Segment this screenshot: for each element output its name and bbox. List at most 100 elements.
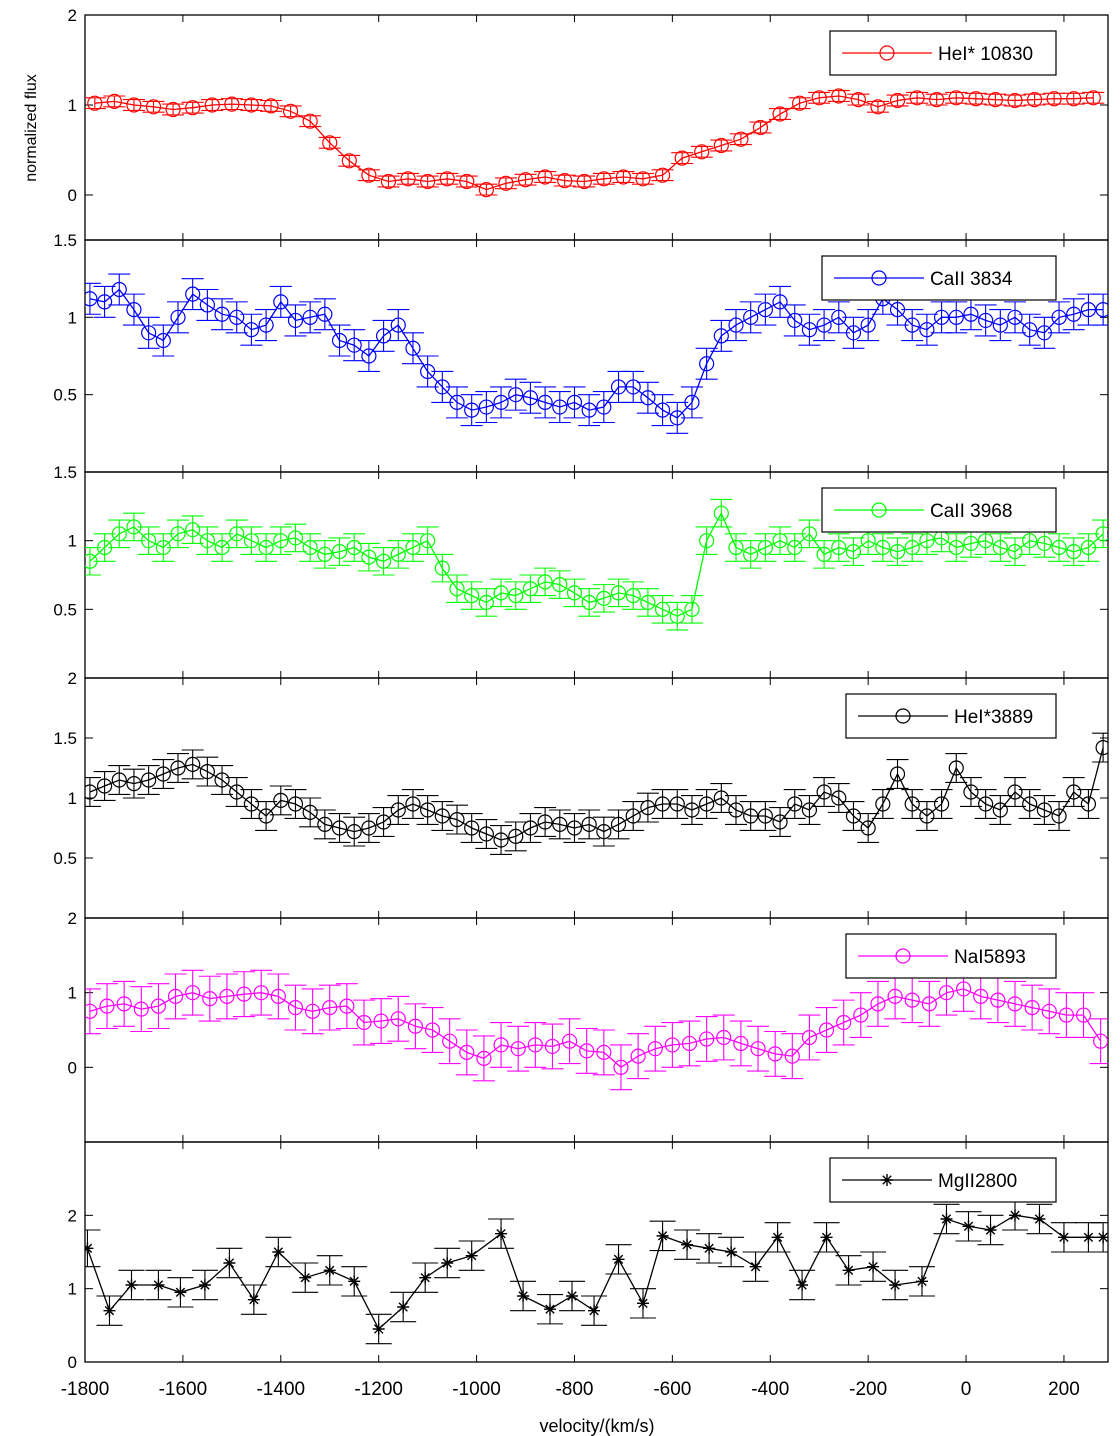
data-point xyxy=(96,294,113,310)
legend: HeI* 10830 xyxy=(829,30,1057,76)
data-point xyxy=(400,171,416,187)
data-point xyxy=(845,808,862,824)
legend-label: MgII2800 xyxy=(938,1171,1017,1192)
data-point xyxy=(224,96,240,112)
data-point xyxy=(610,585,627,601)
data-point xyxy=(674,150,690,166)
legend-marker xyxy=(881,1174,893,1186)
data-point xyxy=(625,379,641,395)
x-tick-label: -600 xyxy=(653,1379,691,1400)
y-tick-label: 0 xyxy=(68,1353,77,1372)
data-point xyxy=(449,581,465,597)
data-point xyxy=(978,796,994,812)
data-point xyxy=(522,390,539,406)
data-point xyxy=(699,1031,715,1047)
data-point xyxy=(537,814,553,830)
data-point xyxy=(552,399,568,415)
data-point xyxy=(635,171,651,187)
data-point xyxy=(728,317,744,333)
data-point xyxy=(1033,1213,1046,1225)
data-point xyxy=(111,281,127,298)
plot-area xyxy=(85,965,1108,1091)
data-point xyxy=(681,1238,694,1251)
y-tick-label: 1.5 xyxy=(53,231,77,250)
data-point xyxy=(478,399,494,415)
data-point xyxy=(287,312,304,329)
data-point xyxy=(963,306,979,322)
data-point xyxy=(948,90,964,106)
y-tick-label: 2 xyxy=(68,669,77,688)
data-point xyxy=(356,1014,372,1031)
plot-area xyxy=(85,88,1105,198)
data-point xyxy=(442,1033,458,1049)
data-point xyxy=(1046,91,1062,107)
data-point xyxy=(544,1303,556,1316)
data-point xyxy=(96,778,113,794)
data-point xyxy=(916,1275,928,1288)
data-point xyxy=(889,766,906,782)
data-point xyxy=(772,106,788,122)
data-point xyxy=(637,1297,649,1310)
data-point xyxy=(464,587,480,604)
data-point xyxy=(478,594,494,611)
data-point xyxy=(441,1257,454,1269)
data-point xyxy=(199,297,215,313)
y-tick-label: 0.5 xyxy=(53,600,77,619)
data-point xyxy=(174,1286,187,1299)
data-point xyxy=(229,784,245,800)
data-point xyxy=(420,173,436,190)
data-point xyxy=(1036,535,1052,552)
data-point xyxy=(767,1046,783,1062)
data-point xyxy=(199,533,215,549)
data-point xyxy=(287,530,304,546)
data-point xyxy=(1082,1231,1095,1244)
data-point xyxy=(743,309,759,325)
data-point xyxy=(836,1014,852,1031)
legend-label: CaII 3968 xyxy=(930,501,1012,522)
data-point xyxy=(816,546,832,563)
data-point xyxy=(987,91,1004,108)
data-point xyxy=(1007,784,1023,800)
data-point xyxy=(305,1003,321,1019)
data-point xyxy=(792,95,808,111)
data-point xyxy=(464,402,480,418)
data-point xyxy=(984,1224,997,1236)
data-point xyxy=(372,1323,385,1335)
data-point xyxy=(1007,309,1023,325)
data-point xyxy=(317,816,333,833)
data-point xyxy=(219,988,235,1005)
data-point xyxy=(493,585,509,601)
data-point xyxy=(272,1246,285,1258)
data-point xyxy=(933,796,950,812)
data-point xyxy=(853,1007,869,1023)
legend-marker xyxy=(879,45,895,61)
data-point xyxy=(772,533,788,549)
data-point xyxy=(495,1227,508,1240)
data-point xyxy=(640,799,656,816)
data-point xyxy=(405,539,421,556)
data-point xyxy=(801,802,818,818)
data-point xyxy=(478,182,494,198)
data-point xyxy=(322,999,338,1016)
data-point xyxy=(419,1271,432,1284)
data-point xyxy=(801,526,818,542)
data-point xyxy=(1093,1033,1108,1049)
data-point xyxy=(167,988,184,1005)
data-point xyxy=(772,294,788,310)
data-point xyxy=(1051,808,1067,824)
data-point xyxy=(596,823,612,840)
data-point xyxy=(341,153,357,169)
data-point xyxy=(125,1279,138,1291)
data-point xyxy=(566,1290,579,1302)
data-point xyxy=(339,998,355,1014)
data-point xyxy=(510,1041,526,1057)
data-point xyxy=(743,546,759,563)
data-point xyxy=(566,585,583,601)
x-axis: -1800 -1600 -1400 -1200 -1000 -800 -600 -400 -20… xyxy=(61,1379,1080,1400)
data-point xyxy=(508,828,524,845)
data-point xyxy=(99,998,115,1014)
data-point xyxy=(170,309,186,325)
data-point xyxy=(145,99,162,115)
data-point xyxy=(493,1037,509,1053)
data-point xyxy=(820,1231,833,1244)
